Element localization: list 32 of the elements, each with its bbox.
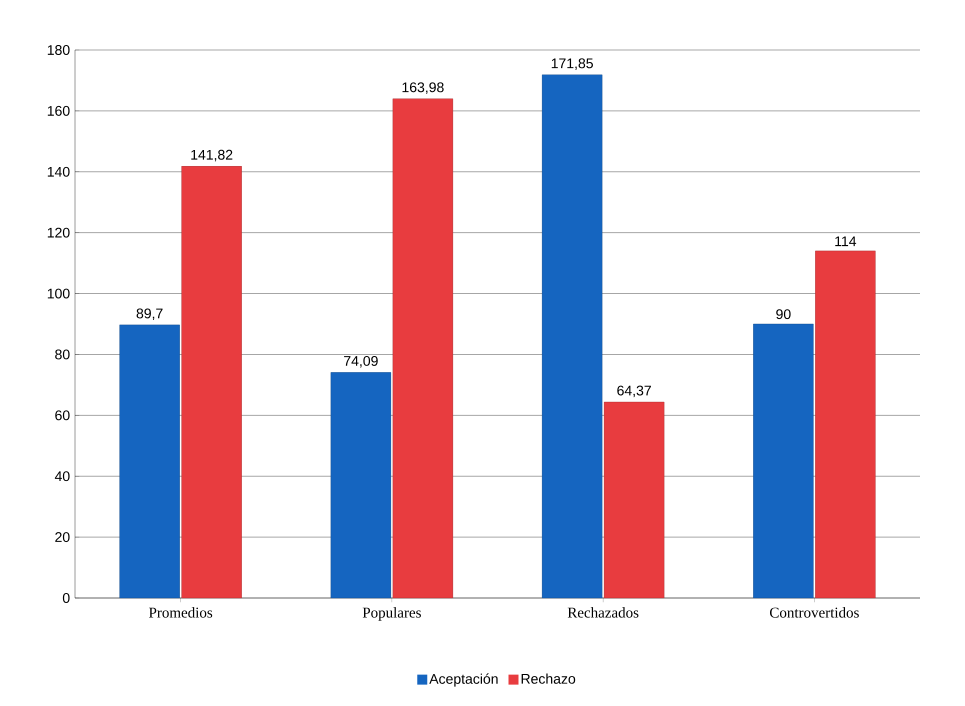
bar — [815, 250, 876, 598]
data-label: 64,37 — [617, 386, 651, 398]
data-label: 89,7 — [136, 308, 163, 320]
data-label: 163,98 — [402, 82, 444, 94]
y-tick-label: 80 — [55, 349, 70, 360]
y-tick-label: 100 — [48, 288, 70, 299]
y-tick-label: 120 — [48, 228, 70, 238]
x-tick-label: Controvertidos — [770, 607, 859, 618]
bar — [753, 324, 814, 598]
y-tick-label: 40 — [54, 471, 70, 482]
legend-label: Aceptación — [429, 673, 498, 687]
bar — [392, 98, 454, 598]
data-label: 114 — [835, 236, 856, 246]
bar — [181, 166, 242, 598]
bar — [542, 74, 602, 598]
y-tick-label: 140 — [48, 166, 70, 177]
y-tick-label: 20 — [55, 532, 70, 542]
bar — [119, 324, 180, 598]
data-label: 141,82 — [191, 150, 232, 162]
y-tick-label: 60 — [55, 410, 70, 420]
bar — [604, 402, 664, 598]
x-tick-label: Populares — [362, 607, 421, 621]
y-tick-label: 180 — [48, 45, 70, 55]
y-tick-label: 160 — [48, 106, 70, 116]
x-tick-label: Promedios — [148, 607, 212, 618]
data-label: 74,09 — [344, 356, 378, 368]
x-tick-label: Rechazados — [568, 607, 638, 618]
legend-label: Rechazo — [522, 674, 576, 684]
data-label: 171,85 — [552, 58, 593, 70]
data-label: 90 — [776, 309, 791, 320]
bar — [330, 372, 392, 598]
y-tick-label: 0 — [62, 593, 70, 603]
